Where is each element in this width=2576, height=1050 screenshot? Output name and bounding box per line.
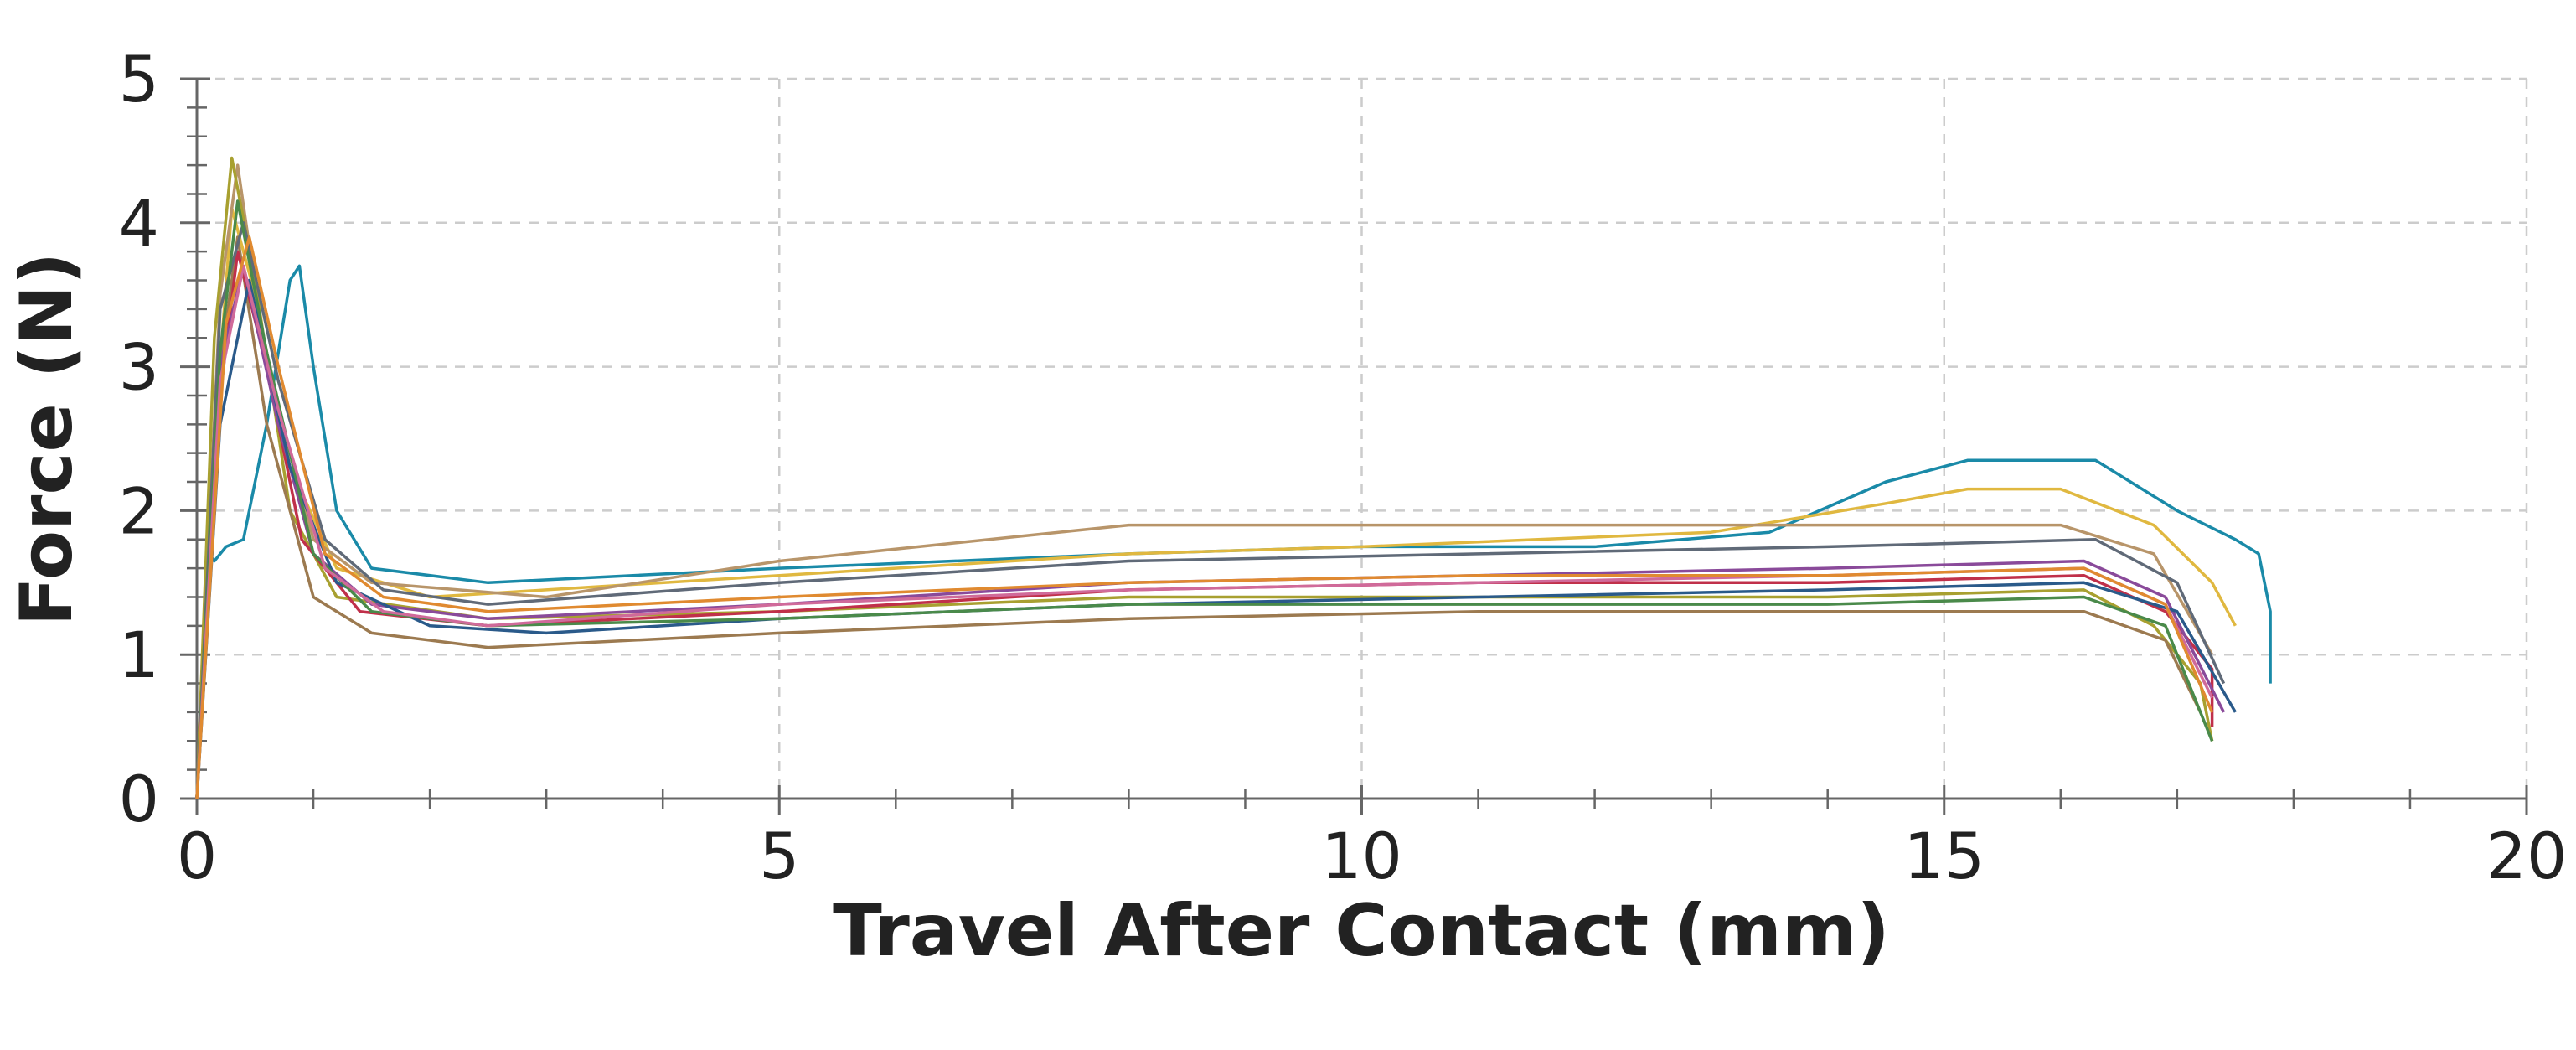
series-line	[195, 264, 2226, 799]
x-tick-label: 15	[1903, 819, 1985, 893]
series-line	[195, 156, 2214, 799]
series-line	[195, 235, 2202, 799]
x-tick-label: 5	[759, 819, 799, 893]
series-line	[195, 264, 2214, 799]
y-tick-label: 5	[119, 42, 159, 116]
series-line	[195, 221, 2226, 799]
y-tick-label: 3	[119, 330, 159, 405]
series-line	[195, 264, 2272, 799]
x-tick-label: 20	[2486, 819, 2568, 893]
y-tick-label: 0	[119, 762, 159, 836]
y-tick-label: 2	[119, 473, 159, 548]
y-axis-title: Force (N)	[5, 252, 89, 627]
x-axis-title: Travel After Contact (mm)	[833, 889, 1890, 973]
y-tick-label: 4	[119, 186, 159, 261]
y-tick-label: 1	[119, 618, 159, 692]
series-line	[195, 235, 2214, 799]
series-line	[195, 163, 2214, 799]
x-tick-label: 0	[177, 819, 217, 893]
series-line	[195, 278, 2237, 799]
series-line	[195, 199, 2214, 799]
series-line	[195, 206, 2237, 799]
x-tick-label: 10	[1321, 819, 1402, 893]
